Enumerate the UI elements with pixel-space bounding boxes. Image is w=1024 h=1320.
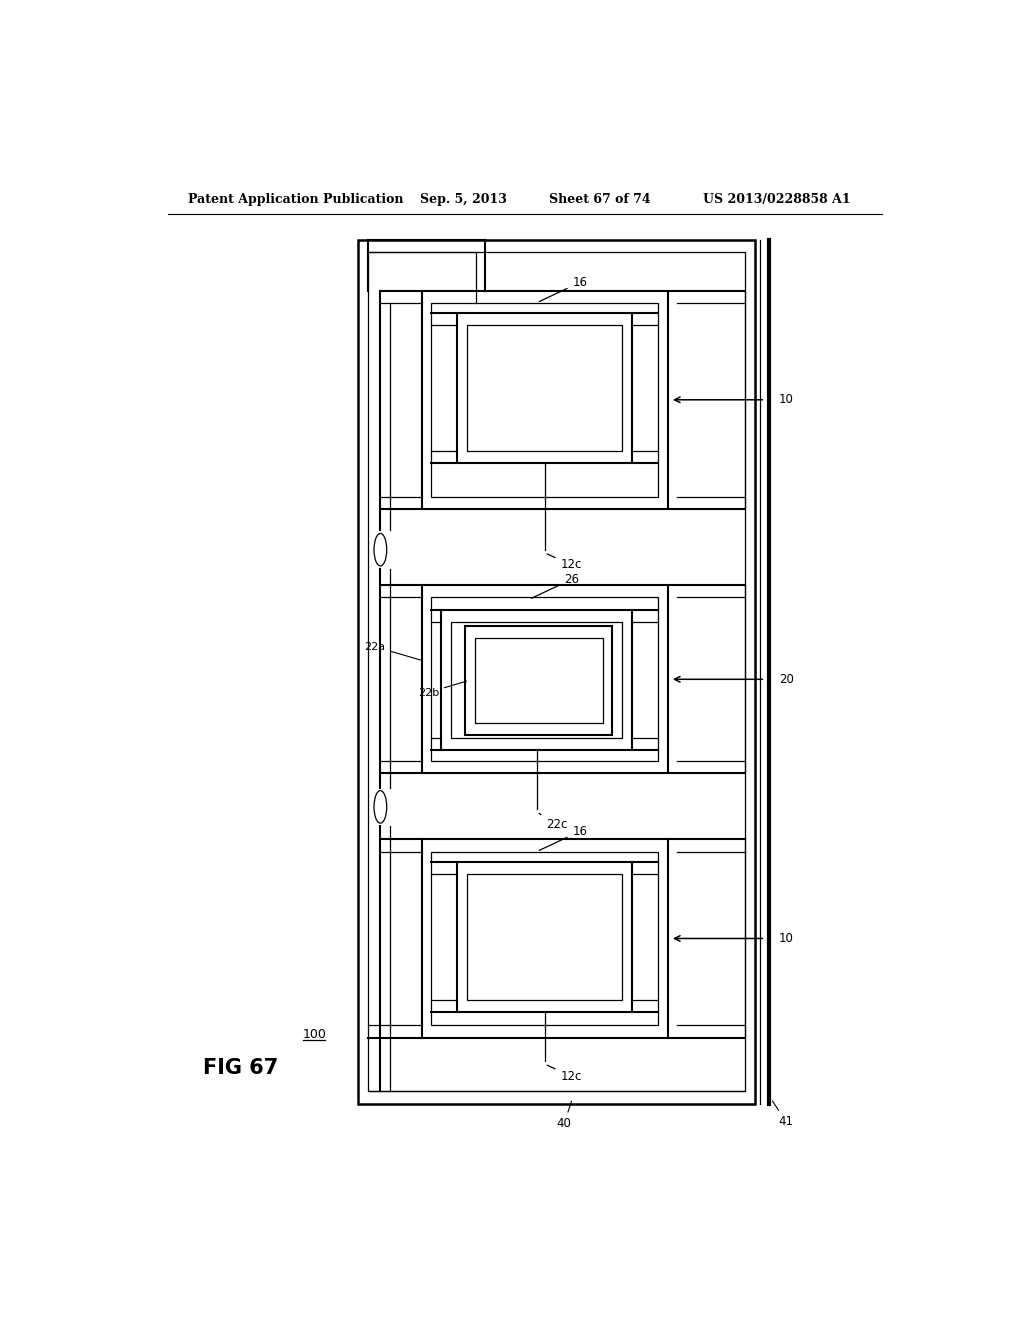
Text: 100: 100 (303, 1028, 327, 1041)
Text: 16: 16 (540, 276, 588, 301)
Bar (458, 862, 632, 1012)
Text: US 2013/0228858 A1: US 2013/0228858 A1 (703, 193, 851, 206)
Text: 10: 10 (779, 932, 794, 945)
Text: Sep. 5, 2013: Sep. 5, 2013 (420, 193, 507, 206)
Bar (422, 585, 668, 774)
Text: 40: 40 (557, 1101, 571, 1130)
Bar (451, 622, 623, 738)
Bar (458, 313, 632, 463)
Text: 12c: 12c (547, 554, 582, 572)
Bar (368, 252, 745, 1092)
Bar (465, 626, 612, 735)
Text: 10: 10 (779, 393, 794, 407)
Text: 20: 20 (779, 673, 794, 686)
Text: 12c: 12c (547, 1065, 582, 1082)
Bar (422, 840, 668, 1038)
Text: Sheet 67 of 74: Sheet 67 of 74 (549, 193, 650, 206)
Ellipse shape (374, 533, 387, 566)
Text: Patent Application Publication: Patent Application Publication (187, 193, 403, 206)
Bar (475, 638, 602, 722)
Text: 16: 16 (540, 825, 588, 850)
Bar (441, 610, 632, 750)
Text: 41: 41 (772, 1101, 794, 1129)
Bar (358, 240, 755, 1104)
Bar (467, 874, 623, 1001)
Bar (467, 325, 623, 451)
Bar (431, 851, 658, 1026)
Text: 22a: 22a (365, 642, 421, 660)
Bar (431, 598, 658, 762)
Text: 26: 26 (531, 573, 580, 598)
Text: FIG 67: FIG 67 (204, 1059, 279, 1078)
Text: 22b: 22b (418, 681, 467, 697)
Ellipse shape (374, 791, 387, 824)
Bar (422, 290, 668, 510)
Bar (431, 302, 658, 496)
Text: 22c: 22c (539, 813, 567, 830)
